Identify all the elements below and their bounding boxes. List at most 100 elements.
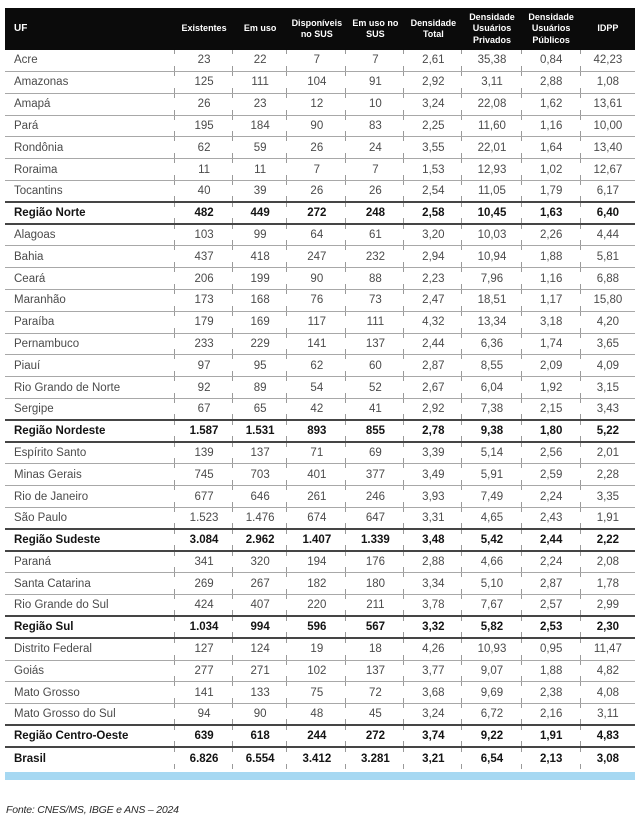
value-cell: 3,11 [462, 71, 522, 94]
value-cell: 67 [175, 398, 234, 421]
value-cell: 4,65 [462, 507, 522, 530]
value-cell: 3,65 [580, 333, 635, 356]
value-cell: 248 [346, 201, 405, 226]
value-cell: 60 [346, 354, 405, 378]
column-header-uf: UF [5, 8, 176, 50]
value-cell: 3.084 [175, 528, 234, 553]
column-header-densidade-privados: Densidade Usuários Privados [462, 8, 522, 50]
value-cell: 3,15 [580, 376, 635, 399]
table-row: Goiás 277 271 102 137 3,77 9,07 1,88 4,82 [5, 660, 635, 683]
value-cell: 176 [346, 551, 405, 574]
value-cell: 1,02 [521, 158, 581, 182]
value-cell: 1,53 [404, 158, 463, 182]
value-cell: 2,92 [404, 398, 463, 421]
column-header-densidade-publicos: Densidade Usuários Públicos [521, 8, 581, 50]
value-cell: 194 [287, 551, 347, 574]
value-cell: 12,67 [580, 158, 635, 182]
value-cell: 6,40 [580, 201, 635, 226]
uf-cell: Distrito Federal [5, 638, 176, 661]
value-cell: 2,15 [521, 398, 581, 421]
value-cell: 2,92 [404, 71, 463, 94]
value-cell: 23 [175, 49, 234, 73]
value-cell: 91 [346, 71, 405, 94]
value-cell: 3,74 [404, 724, 463, 749]
value-cell: 182 [287, 572, 347, 596]
value-cell: 2,61 [404, 49, 463, 73]
value-cell: 4,09 [580, 354, 635, 378]
table-row: Rio Grando de Norte 92 89 54 52 2,67 6,04 1,92 3… [5, 376, 635, 399]
value-cell: 1,92 [521, 376, 581, 399]
value-cell: 22 [233, 49, 288, 73]
value-cell: 2,56 [521, 442, 581, 465]
value-cell: 1.476 [233, 507, 288, 530]
value-cell: 1,16 [521, 267, 581, 291]
table-row: Alagoas 103 99 64 61 3,20 10,03 2,26 4,44 [5, 224, 635, 247]
value-cell: 272 [346, 724, 405, 749]
uf-cell: Minas Gerais [5, 463, 176, 487]
value-cell: 3,77 [404, 660, 463, 683]
uf-cell: Amazonas [5, 71, 176, 94]
value-cell: 4,32 [404, 311, 463, 334]
value-cell: 12 [287, 93, 347, 116]
value-cell: 76 [287, 289, 347, 312]
value-cell: 2,13 [521, 746, 581, 770]
value-cell: 1.034 [175, 615, 234, 640]
value-cell: 179 [175, 311, 234, 334]
value-cell: 4,26 [404, 638, 463, 661]
value-cell: 377 [346, 463, 405, 487]
column-header-existentes: Existentes [175, 8, 234, 50]
value-cell: 449 [233, 201, 288, 226]
value-cell: 994 [233, 615, 288, 640]
value-cell: 184 [233, 115, 288, 138]
uf-cell: Amapá [5, 93, 176, 116]
table-row: Distrito Federal 127 124 19 18 4,26 10,93 0,95 1… [5, 638, 635, 661]
table-row: Sergipe 67 65 42 41 2,92 7,38 2,15 3,43 [5, 398, 635, 421]
value-cell: 23 [233, 93, 288, 116]
value-cell: 1,64 [521, 136, 581, 160]
value-cell: 567 [346, 615, 405, 640]
value-cell: 40 [175, 180, 234, 203]
value-cell: 1,08 [580, 71, 635, 94]
value-cell: 111 [233, 71, 288, 94]
uf-cell: Pernambuco [5, 333, 176, 356]
value-cell: 2,23 [404, 267, 463, 291]
uf-cell: Região Centro-Oeste [5, 724, 176, 749]
table-row: Rondônia 62 59 26 24 3,55 22,01 1,64 13,40 [5, 136, 635, 160]
summary-row: Região Sudeste 3.084 2.962 1.407 1.339 3,48 5,… [5, 528, 635, 553]
value-cell: 13,34 [462, 311, 522, 334]
value-cell: 3,49 [404, 463, 463, 487]
table-row: Ceará 206 199 90 88 2,23 7,96 1,16 6,88 [5, 267, 635, 291]
value-cell: 89 [233, 376, 288, 399]
uf-cell: Região Nordeste [5, 419, 176, 444]
value-cell: 3,43 [580, 398, 635, 421]
value-cell: 11 [233, 158, 288, 182]
value-cell: 169 [233, 311, 288, 334]
value-cell: 4,44 [580, 224, 635, 247]
value-cell: 5,10 [462, 572, 522, 596]
value-cell: 26 [175, 93, 234, 116]
uf-cell: Piauí [5, 354, 176, 378]
value-cell: 26 [346, 180, 405, 203]
value-cell: 2,47 [404, 289, 463, 312]
value-cell: 15,80 [580, 289, 635, 312]
value-cell: 2,94 [404, 245, 463, 269]
table-header: UF Existentes Em uso Disponíveis no SUS … [5, 8, 635, 50]
uf-cell: Bahia [5, 245, 176, 269]
value-cell: 10,00 [580, 115, 635, 138]
value-cell: 18 [346, 638, 405, 661]
value-cell: 11 [175, 158, 234, 182]
value-cell: 103 [175, 224, 234, 247]
value-cell: 2,26 [521, 224, 581, 247]
value-cell: 3,24 [404, 703, 463, 726]
value-cell: 9,07 [462, 660, 522, 683]
value-cell: 7,96 [462, 267, 522, 291]
value-cell: 18,51 [462, 289, 522, 312]
value-cell: 2,78 [404, 419, 463, 444]
value-cell: 168 [233, 289, 288, 312]
value-cell: 2,43 [521, 507, 581, 530]
value-cell: 5,82 [462, 615, 522, 640]
table-row: Piauí 97 95 62 60 2,87 8,55 2,09 4,09 [5, 354, 635, 378]
value-cell: 3,35 [580, 485, 635, 508]
uf-cell: Santa Catarina [5, 572, 176, 596]
value-cell: 1,17 [521, 289, 581, 312]
